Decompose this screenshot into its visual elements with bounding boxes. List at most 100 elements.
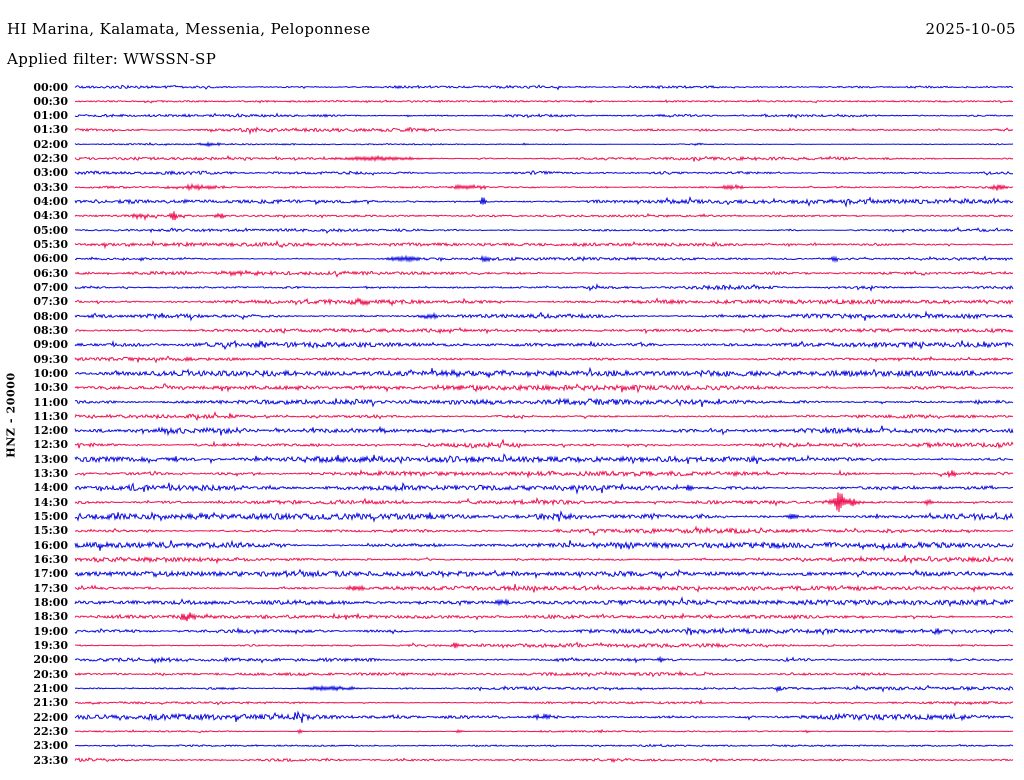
seismic-trace-row — [74, 612, 1014, 622]
time-label: 19:00 — [33, 624, 68, 638]
applied-filter-label: Applied filter: WWSSN-SP — [7, 50, 217, 68]
seismic-trace-row — [74, 596, 1014, 608]
time-label: 15:00 — [33, 510, 68, 524]
time-label: 08:30 — [33, 323, 68, 337]
time-label: 00:30 — [33, 94, 68, 108]
station-title: HI Marina, Kalamata, Messenia, Peloponne… — [7, 20, 371, 38]
seismic-trace-row — [74, 743, 1014, 748]
seismic-trace-row — [74, 196, 1014, 208]
time-label: 05:00 — [33, 223, 68, 237]
record-date: 2025-10-05 — [925, 20, 1016, 38]
seismic-trace-row — [74, 269, 1014, 278]
time-label: 04:30 — [33, 209, 68, 223]
seismic-trace-row — [74, 510, 1014, 523]
time-label: 14:00 — [33, 481, 68, 495]
seismic-trace-row — [74, 397, 1014, 408]
time-label: 04:00 — [33, 195, 68, 209]
seismic-trace-row — [74, 525, 1014, 537]
time-label: 02:30 — [33, 152, 68, 166]
time-label: 15:30 — [33, 524, 68, 538]
time-label: 06:00 — [33, 252, 68, 266]
time-label: 10:30 — [33, 381, 68, 395]
time-label: 18:30 — [33, 610, 68, 624]
seismic-trace-row — [74, 141, 1014, 148]
seismic-trace-row — [74, 655, 1014, 665]
seismic-trace-row — [74, 182, 1014, 192]
time-label: 20:00 — [33, 653, 68, 667]
seismic-trace-row — [75, 326, 1014, 335]
time-label: 20:30 — [33, 667, 68, 681]
seismic-trace-row — [74, 84, 1014, 91]
time-label: 10:00 — [33, 366, 68, 380]
time-label: 03:30 — [33, 180, 68, 194]
seismic-trace-row — [74, 583, 1014, 593]
time-label: 23:30 — [33, 753, 68, 767]
seismic-trace-row — [74, 99, 1014, 104]
time-label: 11:00 — [33, 395, 68, 409]
time-label: 08:00 — [33, 309, 68, 323]
seismic-trace-row — [74, 641, 1014, 649]
seismic-trace-row — [74, 710, 1014, 723]
seismic-trace-row — [74, 366, 1014, 379]
seismic-trace-row — [74, 453, 1014, 465]
seismic-trace-row — [74, 310, 1014, 322]
time-label: 12:30 — [33, 438, 68, 452]
seismic-trace-row — [74, 554, 1014, 565]
seismic-trace-row — [74, 383, 1014, 394]
seismic-trace-row — [75, 699, 1014, 707]
time-label: 09:30 — [33, 352, 68, 366]
seismic-trace-row — [74, 169, 1014, 176]
time-label: 23:00 — [33, 739, 68, 753]
time-label: 17:00 — [33, 567, 68, 581]
seismic-trace-row — [74, 411, 1014, 422]
seismic-trace-row — [74, 297, 1014, 307]
time-label: 13:00 — [33, 452, 68, 466]
seismic-trace-row — [74, 112, 1014, 119]
time-label: 01:00 — [33, 109, 68, 123]
time-label: 03:00 — [33, 166, 68, 180]
time-label: 00:00 — [33, 80, 68, 94]
seismic-trace-row — [74, 126, 1014, 136]
time-label: 11:30 — [33, 409, 68, 423]
seismic-trace-row — [74, 211, 1014, 222]
seismic-trace-row — [74, 728, 1013, 735]
time-label: 22:00 — [33, 710, 68, 724]
time-label: 01:30 — [33, 123, 68, 137]
seismic-trace-row — [74, 283, 1014, 292]
seismic-trace-row — [74, 481, 1014, 495]
seismic-trace-row — [74, 568, 1014, 580]
seismic-trace-row — [74, 492, 1014, 513]
time-label: 06:30 — [33, 266, 68, 280]
seismic-trace-row — [74, 626, 1014, 636]
seismic-trace-row — [74, 757, 1014, 764]
time-label: 22:30 — [33, 724, 68, 738]
time-label: 19:30 — [33, 638, 68, 652]
time-label: 13:30 — [33, 467, 68, 481]
seismic-trace-row — [74, 539, 1014, 552]
seismic-trace-row — [74, 355, 1014, 364]
seismic-trace-row — [74, 339, 1014, 351]
seismic-trace-row — [74, 425, 1014, 437]
time-label: 21:30 — [33, 696, 68, 710]
seismic-trace-row — [74, 254, 1014, 264]
seismic-trace-row — [74, 684, 1014, 694]
seismic-trace-row — [75, 226, 1014, 234]
time-label: 14:30 — [33, 495, 68, 509]
time-label: 18:00 — [33, 595, 68, 609]
time-label: 21:00 — [33, 681, 68, 695]
time-label: 12:00 — [33, 424, 68, 438]
time-label: 17:30 — [33, 581, 68, 595]
time-label: 16:30 — [33, 553, 68, 567]
time-label: 07:30 — [33, 295, 68, 309]
time-label: 02:00 — [33, 137, 68, 151]
seismic-trace-row — [74, 439, 1014, 450]
seismic-trace-row — [74, 468, 1013, 479]
seismic-trace-row — [74, 670, 1014, 678]
time-label: 16:00 — [33, 538, 68, 552]
time-label: 09:00 — [33, 338, 68, 352]
time-label: 05:30 — [33, 238, 68, 251]
time-label: 07:00 — [33, 280, 68, 294]
seismic-trace-row — [74, 154, 1014, 163]
seismic-trace-row — [74, 239, 1014, 250]
